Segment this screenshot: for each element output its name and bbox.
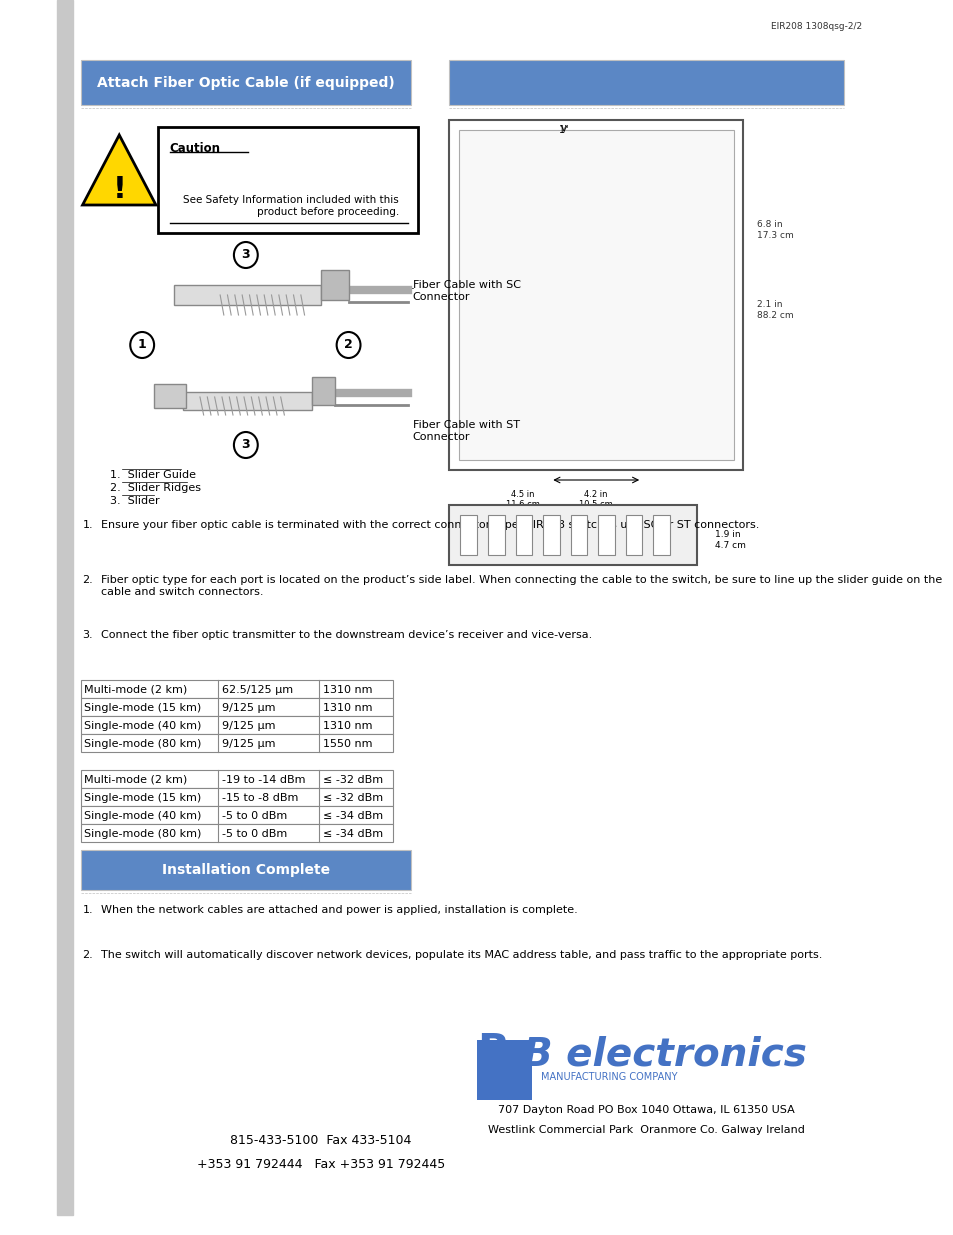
Bar bbox=[515, 515, 532, 555]
Text: Connect the fiber optic transmitter to the downstream device’s receiver and vice: Connect the fiber optic transmitter to t… bbox=[101, 630, 592, 640]
Text: 1310 nm: 1310 nm bbox=[322, 703, 372, 713]
Text: 1.9 in
4.7 cm: 1.9 in 4.7 cm bbox=[715, 530, 745, 550]
Text: ≤ -34 dBm: ≤ -34 dBm bbox=[322, 829, 382, 839]
Text: 2.: 2. bbox=[83, 950, 93, 960]
Text: 4.5 in
11.6 cm: 4.5 in 11.6 cm bbox=[505, 490, 539, 509]
Bar bbox=[174, 285, 321, 305]
Text: Westlink Commercial Park  Oranmore Co. Galway Ireland: Westlink Commercial Park Oranmore Co. Ga… bbox=[488, 1125, 804, 1135]
Bar bbox=[570, 515, 586, 555]
Bar bbox=[81, 788, 393, 806]
Text: MANUFACTURING COMPANY: MANUFACTURING COMPANY bbox=[540, 1072, 677, 1082]
Text: 3.  Slider: 3. Slider bbox=[110, 496, 159, 506]
Text: 1: 1 bbox=[137, 338, 147, 352]
Text: 62.5/125 μm: 62.5/125 μm bbox=[222, 685, 293, 695]
Text: ≤ -32 dBm: ≤ -32 dBm bbox=[322, 793, 382, 803]
Text: 4.2 in
10.5 cm: 4.2 in 10.5 cm bbox=[578, 490, 613, 509]
Text: 1310 nm: 1310 nm bbox=[322, 685, 372, 695]
Text: 9/125 μm: 9/125 μm bbox=[222, 739, 275, 748]
Text: 6.8 in
17.3 cm: 6.8 in 17.3 cm bbox=[756, 220, 793, 240]
Text: Single-mode (80 km): Single-mode (80 km) bbox=[84, 739, 201, 748]
Bar bbox=[81, 716, 393, 734]
FancyBboxPatch shape bbox=[81, 850, 411, 890]
Text: -5 to 0 dBm: -5 to 0 dBm bbox=[222, 811, 287, 821]
Text: Fiber optic type for each port is located on the product’s side label. When conn: Fiber optic type for each port is locate… bbox=[101, 576, 942, 597]
Text: Fiber Cable with SC
Connector: Fiber Cable with SC Connector bbox=[413, 280, 520, 301]
Text: Single-mode (40 km): Single-mode (40 km) bbox=[84, 721, 201, 731]
Text: B electronics: B electronics bbox=[522, 1035, 806, 1073]
Bar bbox=[312, 377, 335, 405]
Bar bbox=[81, 734, 393, 752]
Bar bbox=[458, 130, 733, 459]
FancyBboxPatch shape bbox=[449, 61, 843, 105]
Bar bbox=[653, 515, 669, 555]
Bar bbox=[449, 505, 697, 564]
Text: ≤ -34 dBm: ≤ -34 dBm bbox=[322, 811, 382, 821]
Text: Multi-mode (2 km): Multi-mode (2 km) bbox=[84, 776, 188, 785]
Text: 3.: 3. bbox=[83, 630, 93, 640]
Text: 1550 nm: 1550 nm bbox=[322, 739, 372, 748]
Text: Attach Fiber Optic Cable (if equipped): Attach Fiber Optic Cable (if equipped) bbox=[97, 77, 395, 90]
Circle shape bbox=[131, 332, 154, 358]
Text: 1.: 1. bbox=[83, 520, 93, 530]
Bar bbox=[449, 120, 742, 471]
Text: Single-mode (80 km): Single-mode (80 km) bbox=[84, 829, 201, 839]
Text: Ensure your fiber optic cable is terminated with the correct connector type. EIR: Ensure your fiber optic cable is termina… bbox=[101, 520, 759, 530]
Text: 815-433-5100  Fax 433-5104: 815-433-5100 Fax 433-5104 bbox=[230, 1134, 412, 1146]
Bar bbox=[81, 769, 393, 788]
Bar bbox=[81, 824, 393, 842]
Text: +353 91 792444   Fax +353 91 792445: +353 91 792444 Fax +353 91 792445 bbox=[196, 1158, 445, 1172]
Text: EIR208 1308qsg-2/2: EIR208 1308qsg-2/2 bbox=[770, 22, 862, 31]
Bar bbox=[57, 0, 73, 1215]
Text: Caution: Caution bbox=[170, 142, 220, 156]
Text: 2.: 2. bbox=[83, 576, 93, 585]
Circle shape bbox=[233, 242, 257, 268]
Polygon shape bbox=[83, 135, 155, 205]
Text: 9/125 μm: 9/125 μm bbox=[222, 721, 275, 731]
Text: Installation Complete: Installation Complete bbox=[162, 863, 330, 877]
Text: 1310 nm: 1310 nm bbox=[322, 721, 372, 731]
FancyBboxPatch shape bbox=[157, 127, 417, 233]
Text: When the network cables are attached and power is applied, installation is compl: When the network cables are attached and… bbox=[101, 905, 578, 915]
Bar bbox=[488, 515, 504, 555]
Text: 1": 1" bbox=[558, 125, 569, 135]
Bar bbox=[321, 270, 348, 300]
Bar bbox=[81, 806, 393, 824]
Bar bbox=[154, 384, 186, 408]
Text: 1" Models with ST
Connectors only: 1" Models with ST Connectors only bbox=[449, 510, 530, 530]
Text: -15 to -8 dBm: -15 to -8 dBm bbox=[222, 793, 298, 803]
Text: !: ! bbox=[112, 175, 126, 205]
Text: 2: 2 bbox=[344, 338, 353, 352]
Bar bbox=[81, 680, 393, 698]
Text: -5 to 0 dBm: -5 to 0 dBm bbox=[222, 829, 287, 839]
Bar bbox=[81, 698, 393, 716]
Text: 707 Dayton Road PO Box 1040 Ottawa, IL 61350 USA: 707 Dayton Road PO Box 1040 Ottawa, IL 6… bbox=[497, 1105, 794, 1115]
Text: See Safety Information included with this
product before proceeding.: See Safety Information included with thi… bbox=[183, 195, 398, 216]
Circle shape bbox=[233, 432, 257, 458]
Text: 2.1 in
88.2 cm: 2.1 in 88.2 cm bbox=[756, 300, 793, 320]
Bar bbox=[476, 1040, 532, 1100]
Circle shape bbox=[336, 332, 360, 358]
Text: ≤ -32 dBm: ≤ -32 dBm bbox=[322, 776, 382, 785]
Text: Fiber Cable with ST
Connector: Fiber Cable with ST Connector bbox=[413, 420, 519, 442]
Text: 9/125 μm: 9/125 μm bbox=[222, 703, 275, 713]
Text: The switch will automatically discover network devices, populate its MAC address: The switch will automatically discover n… bbox=[101, 950, 821, 960]
Bar bbox=[542, 515, 559, 555]
Text: &: & bbox=[502, 1041, 517, 1060]
Bar bbox=[598, 515, 614, 555]
Text: 3: 3 bbox=[241, 438, 250, 452]
Text: Single-mode (40 km): Single-mode (40 km) bbox=[84, 811, 201, 821]
Bar bbox=[183, 391, 312, 410]
Bar bbox=[460, 515, 476, 555]
Text: Single-mode (15 km): Single-mode (15 km) bbox=[84, 793, 201, 803]
Text: 3: 3 bbox=[241, 248, 250, 262]
Bar bbox=[625, 515, 641, 555]
Text: 1.: 1. bbox=[83, 905, 93, 915]
Text: 1.  Slider Guide: 1. Slider Guide bbox=[110, 471, 196, 480]
Text: Single-mode (15 km): Single-mode (15 km) bbox=[84, 703, 201, 713]
Text: -19 to -14 dBm: -19 to -14 dBm bbox=[222, 776, 305, 785]
Text: 2.  Slider Ridges: 2. Slider Ridges bbox=[110, 483, 201, 493]
Text: Multi-mode (2 km): Multi-mode (2 km) bbox=[84, 685, 188, 695]
Text: B: B bbox=[476, 1031, 508, 1073]
FancyBboxPatch shape bbox=[81, 61, 411, 105]
